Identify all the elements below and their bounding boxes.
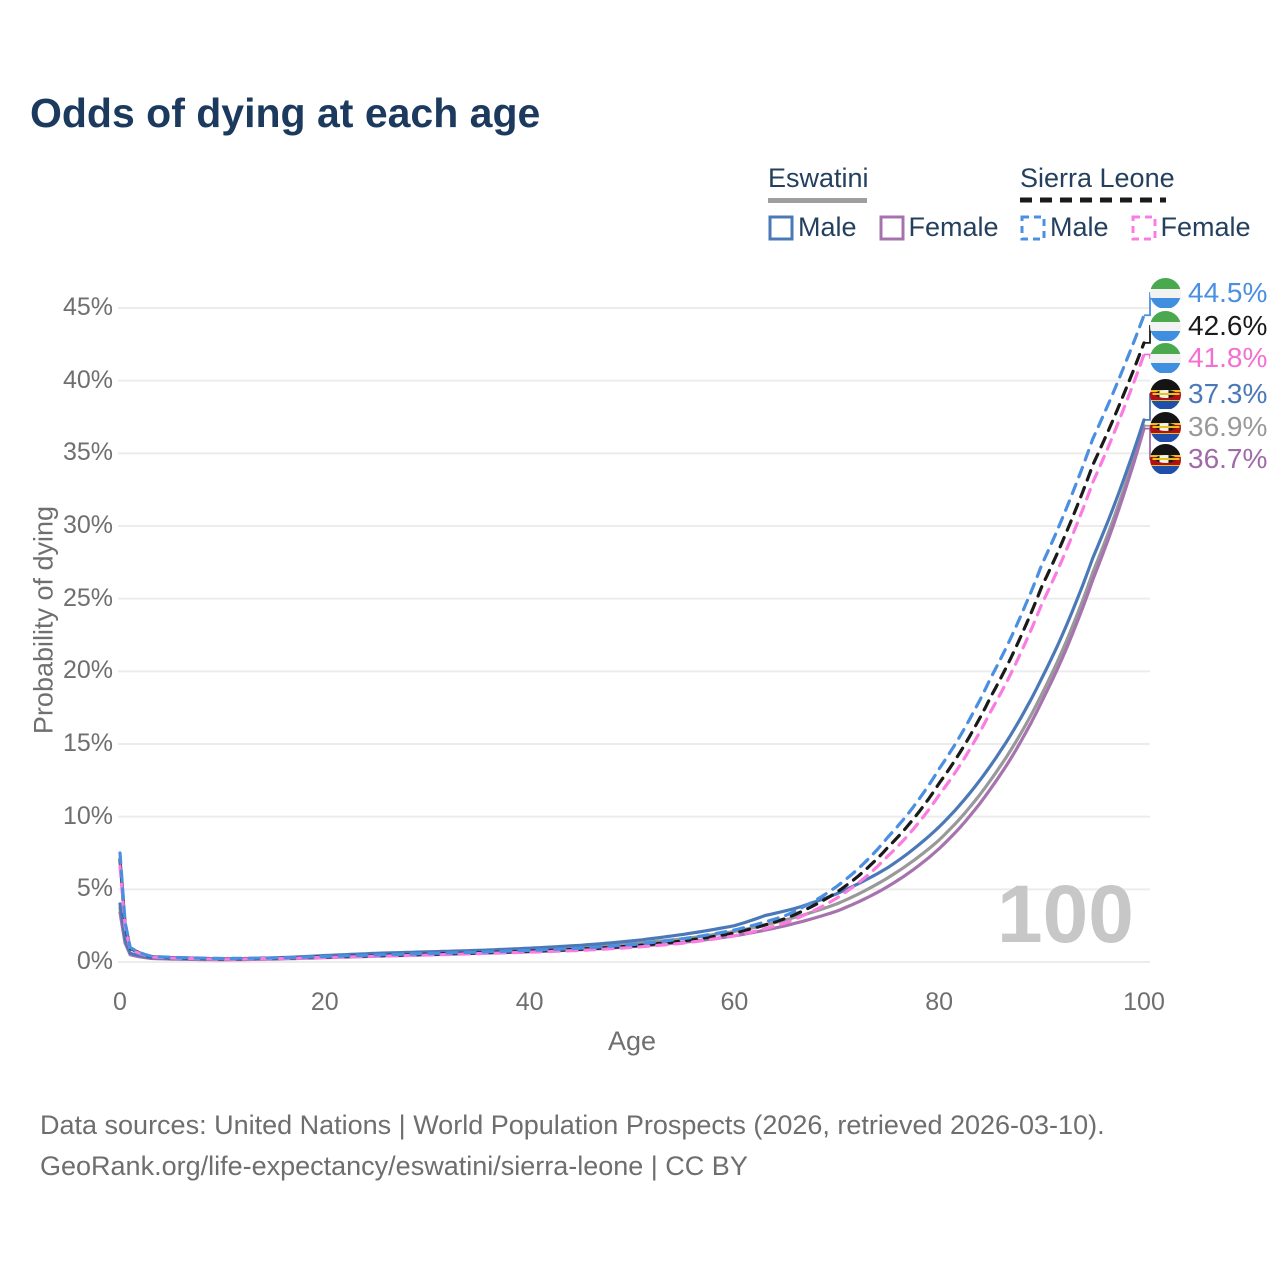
- y-tick-label: 40%: [62, 365, 113, 394]
- y-tick-label: 45%: [62, 293, 113, 321]
- legend-label-eswatini-female[interactable]: Female: [908, 212, 999, 242]
- y-tick-label: 15%: [62, 729, 113, 757]
- x-tick-label: 40: [515, 988, 544, 1016]
- data-source-line: Data sources: United Nations | World Pop…: [40, 1110, 1105, 1140]
- series-line: [118, 341, 1146, 961]
- y-tick-label: 10%: [62, 801, 113, 830]
- y-axis-title: Probability of dying: [28, 505, 59, 735]
- eswatini-male-swatch-icon[interactable]: [768, 215, 794, 241]
- age-watermark: 100: [997, 869, 1134, 960]
- eswatini-flag-icon: [1150, 378, 1181, 410]
- sierra-leone-flag-icon: [1150, 277, 1181, 309]
- series-line: [118, 424, 1146, 961]
- x-tick-label: 100: [1123, 988, 1165, 1016]
- eswatini-flag-icon: [1150, 411, 1181, 443]
- sierra-leone-male-swatch-icon[interactable]: [1020, 215, 1046, 241]
- legend-group-eswatini: Eswatini Male Female: [768, 163, 999, 243]
- footer: Data sources: United Nations | World Pop…: [40, 1105, 1105, 1187]
- end-label-eswatini-male[interactable]: 37.3%: [1150, 378, 1267, 410]
- sierra-leone-flag-icon: [1150, 342, 1181, 374]
- end-value-label: 44.5%: [1188, 277, 1268, 308]
- y-tick-label: 25%: [62, 583, 113, 612]
- legend-group-sierra-leone: Sierra Leone Male Female: [1020, 163, 1251, 243]
- end-label-eswatini-both[interactable]: 36.9%: [1150, 411, 1267, 443]
- legend-label-sierra-leone-male[interactable]: Male: [1050, 212, 1109, 242]
- x-axis-title: Age: [607, 1026, 657, 1056]
- series-line: [118, 427, 1146, 962]
- eswatini-solid-line-swatch: [768, 198, 867, 203]
- end-value-label: 37.3%: [1188, 378, 1268, 409]
- legend-country-sierra-leone[interactable]: Sierra Leone: [1020, 163, 1175, 193]
- chart-title: Odds of dying at each age: [30, 90, 541, 136]
- legend-country-eswatini[interactable]: Eswatini: [768, 163, 869, 193]
- x-tick-label: 60: [720, 988, 749, 1016]
- end-value-label: 36.7%: [1188, 443, 1268, 474]
- sierra-leone-dashed-line-swatch: [1020, 197, 1166, 203]
- end-label-sierra-leone-female[interactable]: 41.8%: [1150, 342, 1267, 374]
- series-line: [118, 352, 1146, 961]
- series-line: [118, 313, 1146, 961]
- y-tick-label: 5%: [76, 874, 113, 903]
- series-line: [118, 418, 1146, 961]
- legend-label-eswatini-male[interactable]: Male: [798, 212, 857, 242]
- y-tick-label: 30%: [62, 511, 113, 539]
- end-value-label: 42.6%: [1188, 310, 1268, 341]
- x-tick-label: 20: [310, 988, 339, 1016]
- end-label-sierra-leone-both[interactable]: 42.6%: [1150, 310, 1267, 342]
- eswatini-flag-icon: [1150, 443, 1181, 475]
- end-value-label: 36.9%: [1188, 411, 1268, 442]
- end-label-sierra-leone-male[interactable]: 44.5%: [1150, 277, 1267, 309]
- source-url-line: GeoRank.org/life-expectancy/eswatini/sie…: [40, 1151, 748, 1181]
- y-tick-label: 20%: [62, 656, 113, 685]
- y-tick-label: 35%: [62, 438, 113, 467]
- sierra-leone-female-swatch-icon[interactable]: [1131, 215, 1157, 241]
- end-value-label: 41.8%: [1188, 342, 1268, 373]
- eswatini-female-swatch-icon[interactable]: [879, 215, 905, 241]
- y-tick-label: 0%: [76, 947, 113, 975]
- sierra-leone-flag-icon: [1150, 310, 1181, 342]
- legend-label-sierra-leone-female[interactable]: Female: [1160, 212, 1251, 242]
- x-tick-label: 0: [113, 988, 127, 1016]
- end-label-eswatini-female[interactable]: 36.7%: [1150, 443, 1267, 475]
- x-tick-label: 80: [925, 988, 954, 1016]
